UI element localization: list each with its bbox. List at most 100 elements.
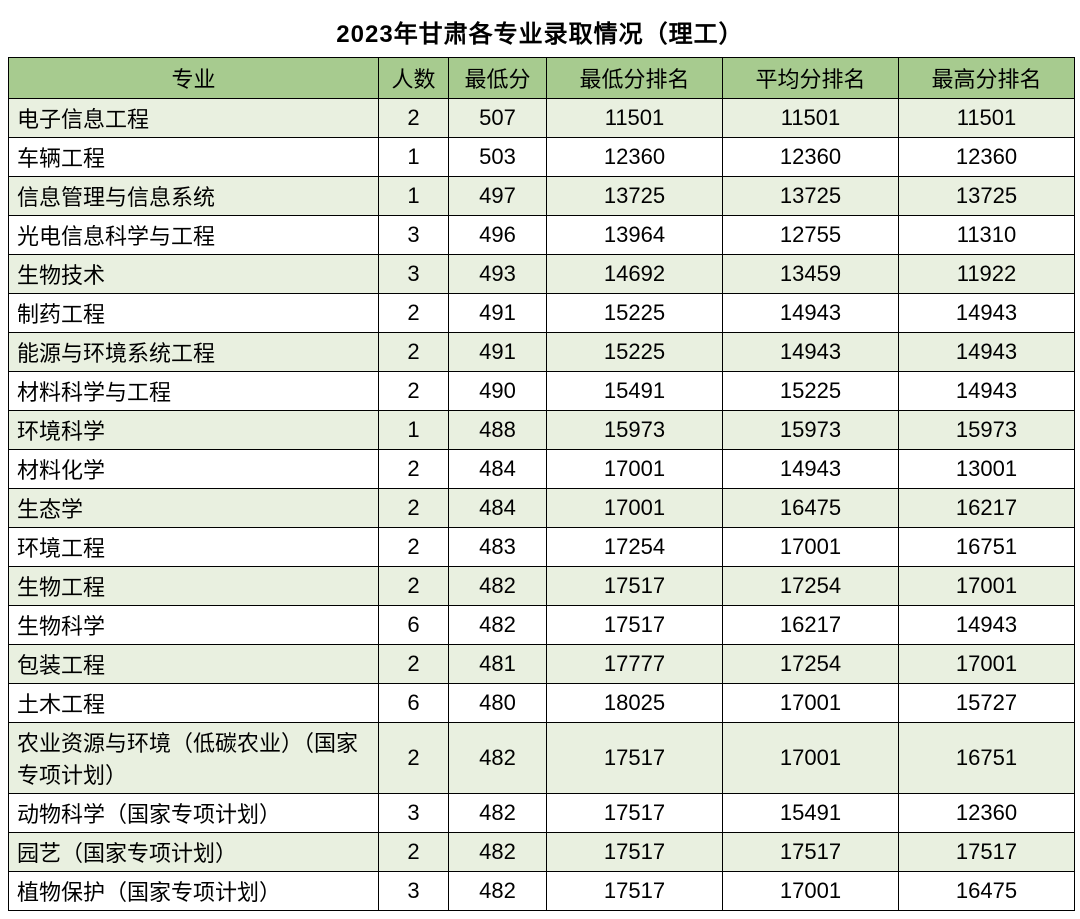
cell-min: 482 <box>449 567 547 606</box>
cell-minrank: 15491 <box>547 372 723 411</box>
table-row: 环境工程2483172541700116751 <box>9 528 1075 567</box>
cell-count: 3 <box>379 216 449 255</box>
cell-count: 2 <box>379 645 449 684</box>
cell-count: 1 <box>379 177 449 216</box>
cell-maxrank: 17517 <box>899 833 1075 872</box>
cell-avgrank: 16217 <box>723 606 899 645</box>
cell-minrank: 15225 <box>547 294 723 333</box>
col-header-maxrank: 最高分排名 <box>899 58 1075 99</box>
cell-avgrank: 17517 <box>723 833 899 872</box>
table-body: 电子信息工程2507115011150111501车辆工程15031236012… <box>9 99 1075 911</box>
cell-major: 环境科学 <box>9 411 379 450</box>
cell-min: 484 <box>449 489 547 528</box>
cell-avgrank: 14943 <box>723 294 899 333</box>
cell-major: 生物科学 <box>9 606 379 645</box>
cell-min: 503 <box>449 138 547 177</box>
cell-major: 园艺（国家专项计划） <box>9 833 379 872</box>
table-row: 能源与环境系统工程2491152251494314943 <box>9 333 1075 372</box>
cell-minrank: 17517 <box>547 872 723 911</box>
cell-minrank: 17254 <box>547 528 723 567</box>
cell-min: 483 <box>449 528 547 567</box>
cell-min: 493 <box>449 255 547 294</box>
cell-min: 496 <box>449 216 547 255</box>
cell-major: 材料化学 <box>9 450 379 489</box>
header-row: 专业 人数 最低分 最低分排名 平均分排名 最高分排名 <box>9 58 1075 99</box>
cell-major: 动物科学（国家专项计划） <box>9 794 379 833</box>
cell-min: 482 <box>449 833 547 872</box>
cell-maxrank: 11922 <box>899 255 1075 294</box>
cell-min: 480 <box>449 684 547 723</box>
cell-major: 制药工程 <box>9 294 379 333</box>
cell-avgrank: 17001 <box>723 528 899 567</box>
cell-min: 481 <box>449 645 547 684</box>
col-header-minrank: 最低分排名 <box>547 58 723 99</box>
cell-min: 484 <box>449 450 547 489</box>
cell-maxrank: 14943 <box>899 372 1075 411</box>
table-row: 材料化学2484170011494313001 <box>9 450 1075 489</box>
page-title: 2023年甘肃各专业录取情况（理工） <box>8 8 1072 57</box>
cell-min: 507 <box>449 99 547 138</box>
cell-maxrank: 13725 <box>899 177 1075 216</box>
cell-maxrank: 15973 <box>899 411 1075 450</box>
cell-major: 包装工程 <box>9 645 379 684</box>
col-header-avgrank: 平均分排名 <box>723 58 899 99</box>
cell-major: 光电信息科学与工程 <box>9 216 379 255</box>
cell-minrank: 17517 <box>547 606 723 645</box>
cell-major: 植物保护（国家专项计划） <box>9 872 379 911</box>
cell-maxrank: 16217 <box>899 489 1075 528</box>
col-header-min: 最低分 <box>449 58 547 99</box>
cell-count: 2 <box>379 489 449 528</box>
cell-maxrank: 15727 <box>899 684 1075 723</box>
cell-avgrank: 14943 <box>723 450 899 489</box>
cell-min: 497 <box>449 177 547 216</box>
admission-table: 专业 人数 最低分 最低分排名 平均分排名 最高分排名 电子信息工程250711… <box>8 57 1075 911</box>
cell-minrank: 18025 <box>547 684 723 723</box>
cell-maxrank: 16475 <box>899 872 1075 911</box>
cell-count: 2 <box>379 372 449 411</box>
cell-minrank: 17001 <box>547 450 723 489</box>
cell-min: 482 <box>449 872 547 911</box>
table-row: 信息管理与信息系统1497137251372513725 <box>9 177 1075 216</box>
cell-major: 生态学 <box>9 489 379 528</box>
cell-count: 2 <box>379 294 449 333</box>
cell-avgrank: 12360 <box>723 138 899 177</box>
table-row: 电子信息工程2507115011150111501 <box>9 99 1075 138</box>
cell-count: 3 <box>379 794 449 833</box>
cell-avgrank: 15225 <box>723 372 899 411</box>
table-row: 农业资源与环境（低碳农业）（国家专项计划）2482175171700116751 <box>9 723 1075 794</box>
cell-avgrank: 11501 <box>723 99 899 138</box>
table-row: 动物科学（国家专项计划）3482175171549112360 <box>9 794 1075 833</box>
cell-maxrank: 14943 <box>899 333 1075 372</box>
table-container: 2023年甘肃各专业录取情况（理工） 专业 人数 最低分 最低分排名 平均分排名… <box>8 8 1072 911</box>
cell-major: 电子信息工程 <box>9 99 379 138</box>
col-header-count: 人数 <box>379 58 449 99</box>
cell-minrank: 13725 <box>547 177 723 216</box>
table-row: 环境科学1488159731597315973 <box>9 411 1075 450</box>
table-row: 生物技术3493146921345911922 <box>9 255 1075 294</box>
cell-minrank: 15225 <box>547 333 723 372</box>
cell-min: 482 <box>449 794 547 833</box>
cell-count: 2 <box>379 333 449 372</box>
cell-count: 1 <box>379 411 449 450</box>
cell-min: 491 <box>449 294 547 333</box>
cell-count: 3 <box>379 872 449 911</box>
cell-maxrank: 13001 <box>899 450 1075 489</box>
cell-avgrank: 15491 <box>723 794 899 833</box>
cell-maxrank: 11501 <box>899 99 1075 138</box>
cell-avgrank: 15973 <box>723 411 899 450</box>
cell-minrank: 17001 <box>547 489 723 528</box>
cell-count: 2 <box>379 723 449 794</box>
cell-maxrank: 16751 <box>899 528 1075 567</box>
cell-min: 490 <box>449 372 547 411</box>
cell-count: 2 <box>379 450 449 489</box>
cell-count: 6 <box>379 684 449 723</box>
cell-avgrank: 16475 <box>723 489 899 528</box>
cell-min: 482 <box>449 606 547 645</box>
cell-maxrank: 17001 <box>899 567 1075 606</box>
cell-avgrank: 17001 <box>723 723 899 794</box>
cell-count: 3 <box>379 255 449 294</box>
cell-maxrank: 12360 <box>899 138 1075 177</box>
cell-major: 信息管理与信息系统 <box>9 177 379 216</box>
table-row: 生态学2484170011647516217 <box>9 489 1075 528</box>
cell-major: 生物技术 <box>9 255 379 294</box>
